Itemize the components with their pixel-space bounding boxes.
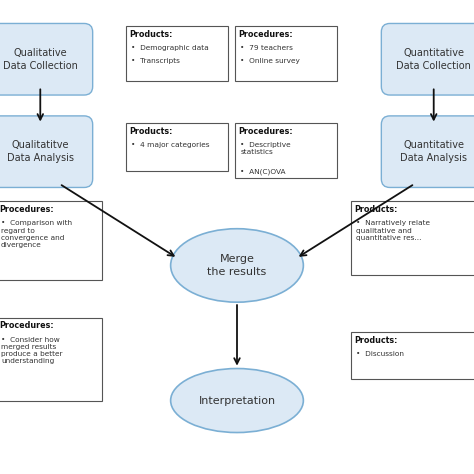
Text: Procedures:: Procedures:: [0, 205, 54, 214]
Ellipse shape: [171, 369, 303, 432]
Text: Merge
the results: Merge the results: [207, 254, 266, 277]
Text: •  AN(C)OVA: • AN(C)OVA: [240, 169, 286, 175]
Text: Products:: Products:: [129, 30, 173, 39]
Bar: [235, 123, 337, 178]
Bar: [235, 26, 337, 81]
Bar: [126, 123, 228, 171]
Text: Procedures:: Procedures:: [0, 321, 54, 330]
Text: Quantitative
Data Analysis: Quantitative Data Analysis: [400, 140, 467, 163]
Text: •  79 teachers: • 79 teachers: [240, 45, 293, 51]
FancyBboxPatch shape: [381, 24, 474, 95]
Text: Interpretation: Interpretation: [199, 395, 275, 406]
FancyBboxPatch shape: [381, 116, 474, 188]
Text: •  Discussion: • Discussion: [356, 351, 404, 357]
Text: •  Online survey: • Online survey: [240, 58, 300, 64]
Text: Products:: Products:: [355, 205, 398, 214]
Text: •  Comparison with
regard to
convergence and
divergence: • Comparison with regard to convergence …: [1, 220, 72, 248]
Text: Products:: Products:: [355, 336, 398, 345]
Bar: [126, 26, 228, 81]
FancyBboxPatch shape: [0, 24, 92, 95]
Text: •  Transcripts: • Transcripts: [131, 58, 180, 64]
Text: Procedures:: Procedures:: [238, 30, 293, 39]
Text: Quantitative
Data Collection: Quantitative Data Collection: [396, 48, 471, 71]
Bar: [0, 201, 102, 280]
Text: •  4 major categories: • 4 major categories: [131, 142, 210, 148]
Bar: [351, 332, 474, 379]
Bar: [0, 318, 102, 401]
Bar: [351, 201, 474, 275]
Text: Procedures:: Procedures:: [238, 127, 293, 136]
Text: Products:: Products:: [129, 127, 173, 136]
Text: Qualitatitve
Data Analysis: Qualitatitve Data Analysis: [7, 140, 74, 163]
FancyBboxPatch shape: [0, 116, 92, 188]
Text: Qualitative
Data Collection: Qualitative Data Collection: [3, 48, 78, 71]
Text: •  Narratively relate
qualitative and
quantitative res...: • Narratively relate qualitative and qua…: [356, 220, 430, 241]
Text: •  Consider how
merged results
produce a better
understanding: • Consider how merged results produce a …: [1, 337, 63, 365]
Text: •  Descriptive
statistics: • Descriptive statistics: [240, 142, 291, 155]
Ellipse shape: [171, 229, 303, 302]
Text: •  Demographic data: • Demographic data: [131, 45, 209, 51]
